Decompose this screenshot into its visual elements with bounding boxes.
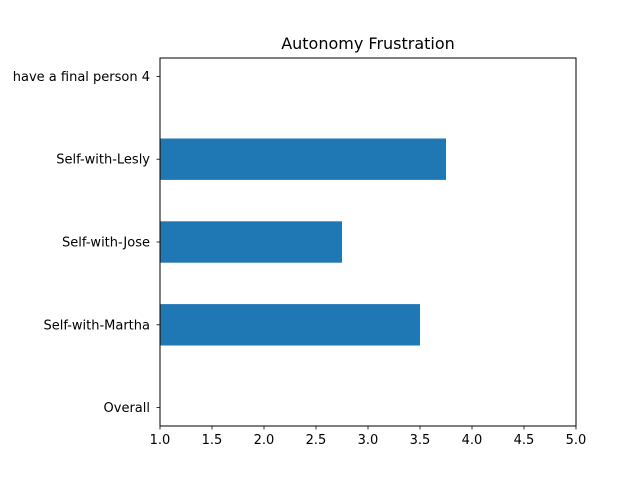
x-tick-label: 4.0 bbox=[462, 433, 483, 448]
y-tick-label: Self-with-Martha bbox=[43, 318, 150, 333]
bar-self-with-jose bbox=[160, 221, 342, 263]
plot-frame bbox=[159, 57, 577, 427]
bar-self-with-martha bbox=[160, 304, 420, 346]
bars-group bbox=[160, 138, 446, 346]
y-tick-label: Self-with-Lesly bbox=[56, 153, 150, 168]
x-tick-label: 5.0 bbox=[566, 433, 587, 448]
x-tick-label: 3.5 bbox=[410, 433, 431, 448]
x-axis-ticks: 1.0 1.5 2.0 2.5 3.0 3.5 4.0 4.5 5.0 bbox=[150, 426, 587, 448]
y-tick-label: have a final person 4 bbox=[13, 70, 150, 85]
chart-title: Autonomy Frustration bbox=[281, 34, 455, 53]
x-tick-label: 1.0 bbox=[150, 433, 171, 448]
y-tick-label: Self-with-Jose bbox=[62, 236, 150, 251]
bar-self-with-lesly bbox=[160, 138, 446, 180]
x-tick-label: 2.5 bbox=[306, 433, 327, 448]
y-tick-label: Overall bbox=[104, 401, 150, 416]
x-tick-label: 1.5 bbox=[202, 433, 223, 448]
x-tick-label: 3.0 bbox=[358, 433, 379, 448]
x-tick-label: 4.5 bbox=[514, 433, 535, 448]
y-axis-ticks: Overall Self-with-Martha Self-with-Jose Sel… bbox=[13, 70, 160, 416]
x-tick-label: 2.0 bbox=[254, 433, 275, 448]
